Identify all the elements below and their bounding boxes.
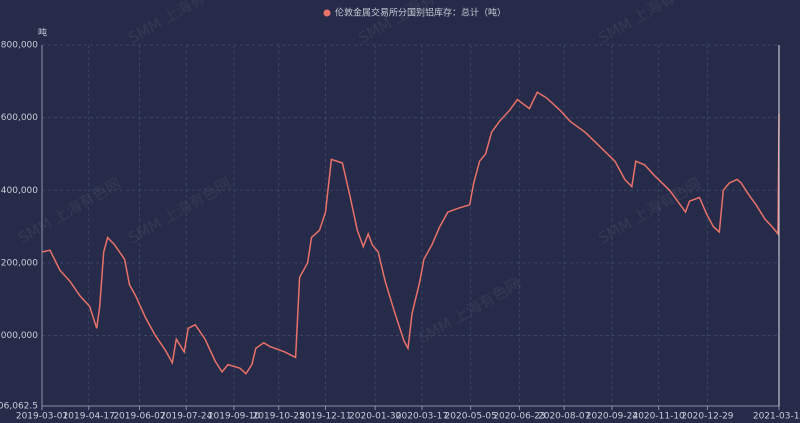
watermark: SMM 上海有色网 [125, 0, 234, 47]
data-line [41, 91, 780, 375]
y-tick-label: 1,000,000 [0, 331, 38, 341]
x-tick-label: 2021-03-11 [753, 412, 800, 422]
y-tick-label: 1,200,000 [0, 258, 38, 268]
x-tick-label: 2019-06-07 [113, 412, 165, 422]
x-tick-label: 2019-10-25 [253, 412, 305, 422]
x-tick-label: 2020-12-29 [681, 412, 734, 422]
x-tick-label: 2019-03-01 [16, 412, 68, 422]
legend-marker[interactable] [323, 9, 331, 17]
x-tick-label: 2019-12-11 [299, 412, 351, 422]
x-tick-label: 2019-07-24 [160, 412, 213, 422]
x-tick-label: 2020-09-24 [586, 412, 639, 422]
y-tick-label: 1,800,000 [0, 41, 38, 51]
y-tick-label: 806,062.5 [0, 402, 38, 412]
x-tick-label: 2019-09-10 [208, 412, 261, 422]
watermark: SMM 上海有色网 [415, 274, 524, 347]
y-unit: 吨 [38, 27, 47, 39]
watermark: SMM 上海有色网 [595, 0, 704, 47]
x-tick-label: 2020-11-10 [632, 412, 685, 422]
x-tick-label: 2019-04-17 [63, 412, 115, 422]
watermark: SMM 上海有色网 [355, 0, 464, 47]
x-tick-label: 2020-06-23 [493, 412, 545, 422]
legend-label[interactable]: 伦敦金属交易所分国别铝库存：总计（吨） [335, 7, 506, 19]
x-tick-label: 2020-01-30 [349, 412, 402, 422]
watermark: SMM 上海有色网 [125, 174, 234, 247]
x-tick-label: 2020-05-05 [445, 412, 497, 422]
y-tick-label: 1,400,000 [0, 186, 38, 196]
y-tick-label: 1,600,000 [0, 113, 38, 123]
x-tick-label: 2020-08-07 [538, 412, 590, 422]
x-tick-label: 2020-03-17 [396, 412, 448, 422]
